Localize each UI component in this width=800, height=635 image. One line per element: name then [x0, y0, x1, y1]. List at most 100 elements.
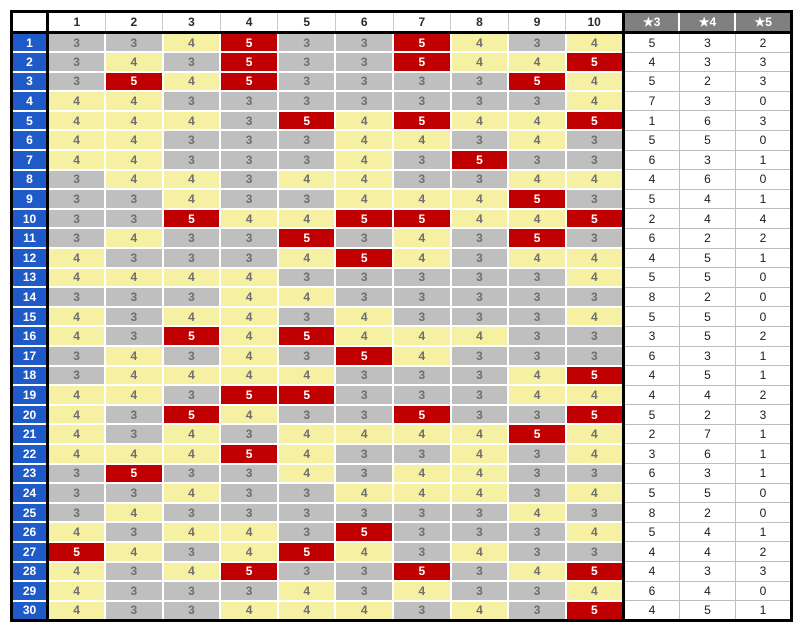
star-column-header-3[interactable]: ★3: [621, 10, 681, 34]
value-cell[interactable]: 3: [564, 540, 625, 563]
value-cell[interactable]: 5: [564, 109, 625, 132]
row-header-1[interactable]: 1: [10, 31, 49, 54]
value-cell[interactable]: 4: [564, 423, 625, 445]
count-cell[interactable]: 5: [678, 482, 736, 504]
count-cell[interactable]: 4: [621, 541, 680, 563]
value-cell[interactable]: 3: [161, 90, 222, 112]
value-cell[interactable]: 4: [334, 482, 395, 504]
count-cell[interactable]: 5: [621, 482, 680, 504]
value-cell[interactable]: 4: [507, 109, 567, 132]
count-cell[interactable]: 5: [621, 267, 680, 288]
column-header-6[interactable]: 6: [334, 11, 394, 34]
value-cell[interactable]: 3: [219, 501, 279, 524]
count-cell[interactable]: 5: [621, 521, 680, 543]
value-cell[interactable]: 4: [564, 90, 625, 112]
count-cell[interactable]: 5: [621, 71, 680, 92]
count-cell[interactable]: 2: [678, 227, 736, 249]
count-cell[interactable]: 0: [734, 482, 792, 504]
count-cell[interactable]: 2: [734, 325, 792, 347]
column-header-2[interactable]: 2: [104, 11, 164, 34]
count-cell[interactable]: 5: [621, 32, 680, 53]
value-cell[interactable]: 4: [449, 540, 510, 563]
value-cell[interactable]: 4: [449, 109, 510, 132]
value-cell[interactable]: 4: [564, 384, 625, 406]
value-cell[interactable]: 3: [392, 266, 452, 289]
value-cell[interactable]: 5: [449, 149, 510, 171]
value-cell[interactable]: 4: [46, 423, 107, 445]
count-cell[interactable]: 2: [621, 423, 680, 445]
count-cell[interactable]: 6: [678, 169, 736, 190]
value-cell[interactable]: 4: [564, 31, 625, 54]
value-cell[interactable]: 3: [161, 462, 222, 485]
value-cell[interactable]: 4: [219, 521, 279, 543]
value-cell[interactable]: 4: [219, 345, 279, 367]
value-cell[interactable]: 3: [392, 168, 452, 191]
value-cell[interactable]: 3: [104, 31, 164, 54]
value-cell[interactable]: 3: [392, 286, 452, 308]
value-cell[interactable]: 5: [219, 560, 279, 583]
value-cell[interactable]: 4: [104, 227, 164, 250]
value-cell[interactable]: 4: [334, 188, 395, 210]
value-cell[interactable]: 4: [219, 207, 279, 230]
value-cell[interactable]: 4: [46, 129, 107, 152]
value-cell[interactable]: 4: [104, 90, 164, 112]
count-cell[interactable]: 1: [734, 521, 792, 543]
count-cell[interactable]: 5: [621, 404, 680, 425]
value-cell[interactable]: 3: [104, 188, 164, 210]
value-cell[interactable]: 3: [46, 51, 107, 73]
value-cell[interactable]: 4: [392, 462, 452, 485]
value-cell[interactable]: 4: [334, 423, 395, 445]
value-cell[interactable]: 5: [334, 247, 395, 269]
value-cell[interactable]: 5: [392, 109, 452, 132]
value-cell[interactable]: 4: [276, 286, 337, 308]
value-cell[interactable]: 3: [104, 403, 164, 426]
value-cell[interactable]: 3: [507, 266, 567, 289]
value-cell[interactable]: 4: [46, 560, 107, 583]
value-cell[interactable]: 4: [449, 51, 510, 73]
value-cell[interactable]: 4: [334, 325, 395, 347]
value-cell[interactable]: 5: [219, 384, 279, 406]
count-cell[interactable]: 4: [734, 208, 792, 229]
value-cell[interactable]: 3: [104, 286, 164, 308]
value-cell[interactable]: 3: [161, 149, 222, 171]
value-cell[interactable]: 5: [46, 540, 107, 563]
value-cell[interactable]: 4: [161, 188, 222, 210]
value-cell[interactable]: 5: [104, 462, 164, 485]
value-cell[interactable]: 4: [507, 168, 567, 191]
count-cell[interactable]: 1: [734, 188, 792, 210]
row-header-14[interactable]: 14: [10, 286, 49, 308]
value-cell[interactable]: 4: [161, 168, 222, 191]
value-cell[interactable]: 5: [104, 70, 164, 93]
row-header-27[interactable]: 27: [10, 540, 49, 563]
row-header-5[interactable]: 5: [10, 109, 49, 132]
value-cell[interactable]: 3: [219, 168, 279, 191]
value-cell[interactable]: 4: [104, 540, 164, 563]
value-cell[interactable]: 3: [276, 501, 337, 524]
value-cell[interactable]: 3: [334, 70, 395, 93]
value-cell[interactable]: 4: [161, 423, 222, 445]
value-cell[interactable]: 3: [276, 90, 337, 112]
value-cell[interactable]: 4: [219, 599, 279, 622]
value-cell[interactable]: 3: [219, 227, 279, 250]
value-cell[interactable]: 3: [449, 168, 510, 191]
value-cell[interactable]: 4: [161, 305, 222, 328]
value-cell[interactable]: 4: [334, 305, 395, 328]
value-cell[interactable]: 3: [46, 70, 107, 93]
value-cell[interactable]: 3: [449, 70, 510, 93]
row-header-3[interactable]: 3: [10, 70, 49, 93]
value-cell[interactable]: 3: [276, 482, 337, 504]
row-header-2[interactable]: 2: [10, 51, 49, 73]
value-cell[interactable]: 3: [507, 90, 567, 112]
value-cell[interactable]: 3: [564, 149, 625, 171]
count-cell[interactable]: 1: [621, 110, 680, 131]
count-cell[interactable]: 2: [678, 71, 736, 92]
value-cell[interactable]: 5: [161, 403, 222, 426]
value-cell[interactable]: 3: [449, 521, 510, 543]
value-cell[interactable]: 3: [449, 345, 510, 367]
value-cell[interactable]: 4: [276, 599, 337, 622]
value-cell[interactable]: 4: [564, 521, 625, 543]
value-cell[interactable]: 3: [334, 286, 395, 308]
value-cell[interactable]: 3: [219, 129, 279, 152]
value-cell[interactable]: 5: [392, 560, 452, 583]
count-cell[interactable]: 7: [678, 423, 736, 445]
